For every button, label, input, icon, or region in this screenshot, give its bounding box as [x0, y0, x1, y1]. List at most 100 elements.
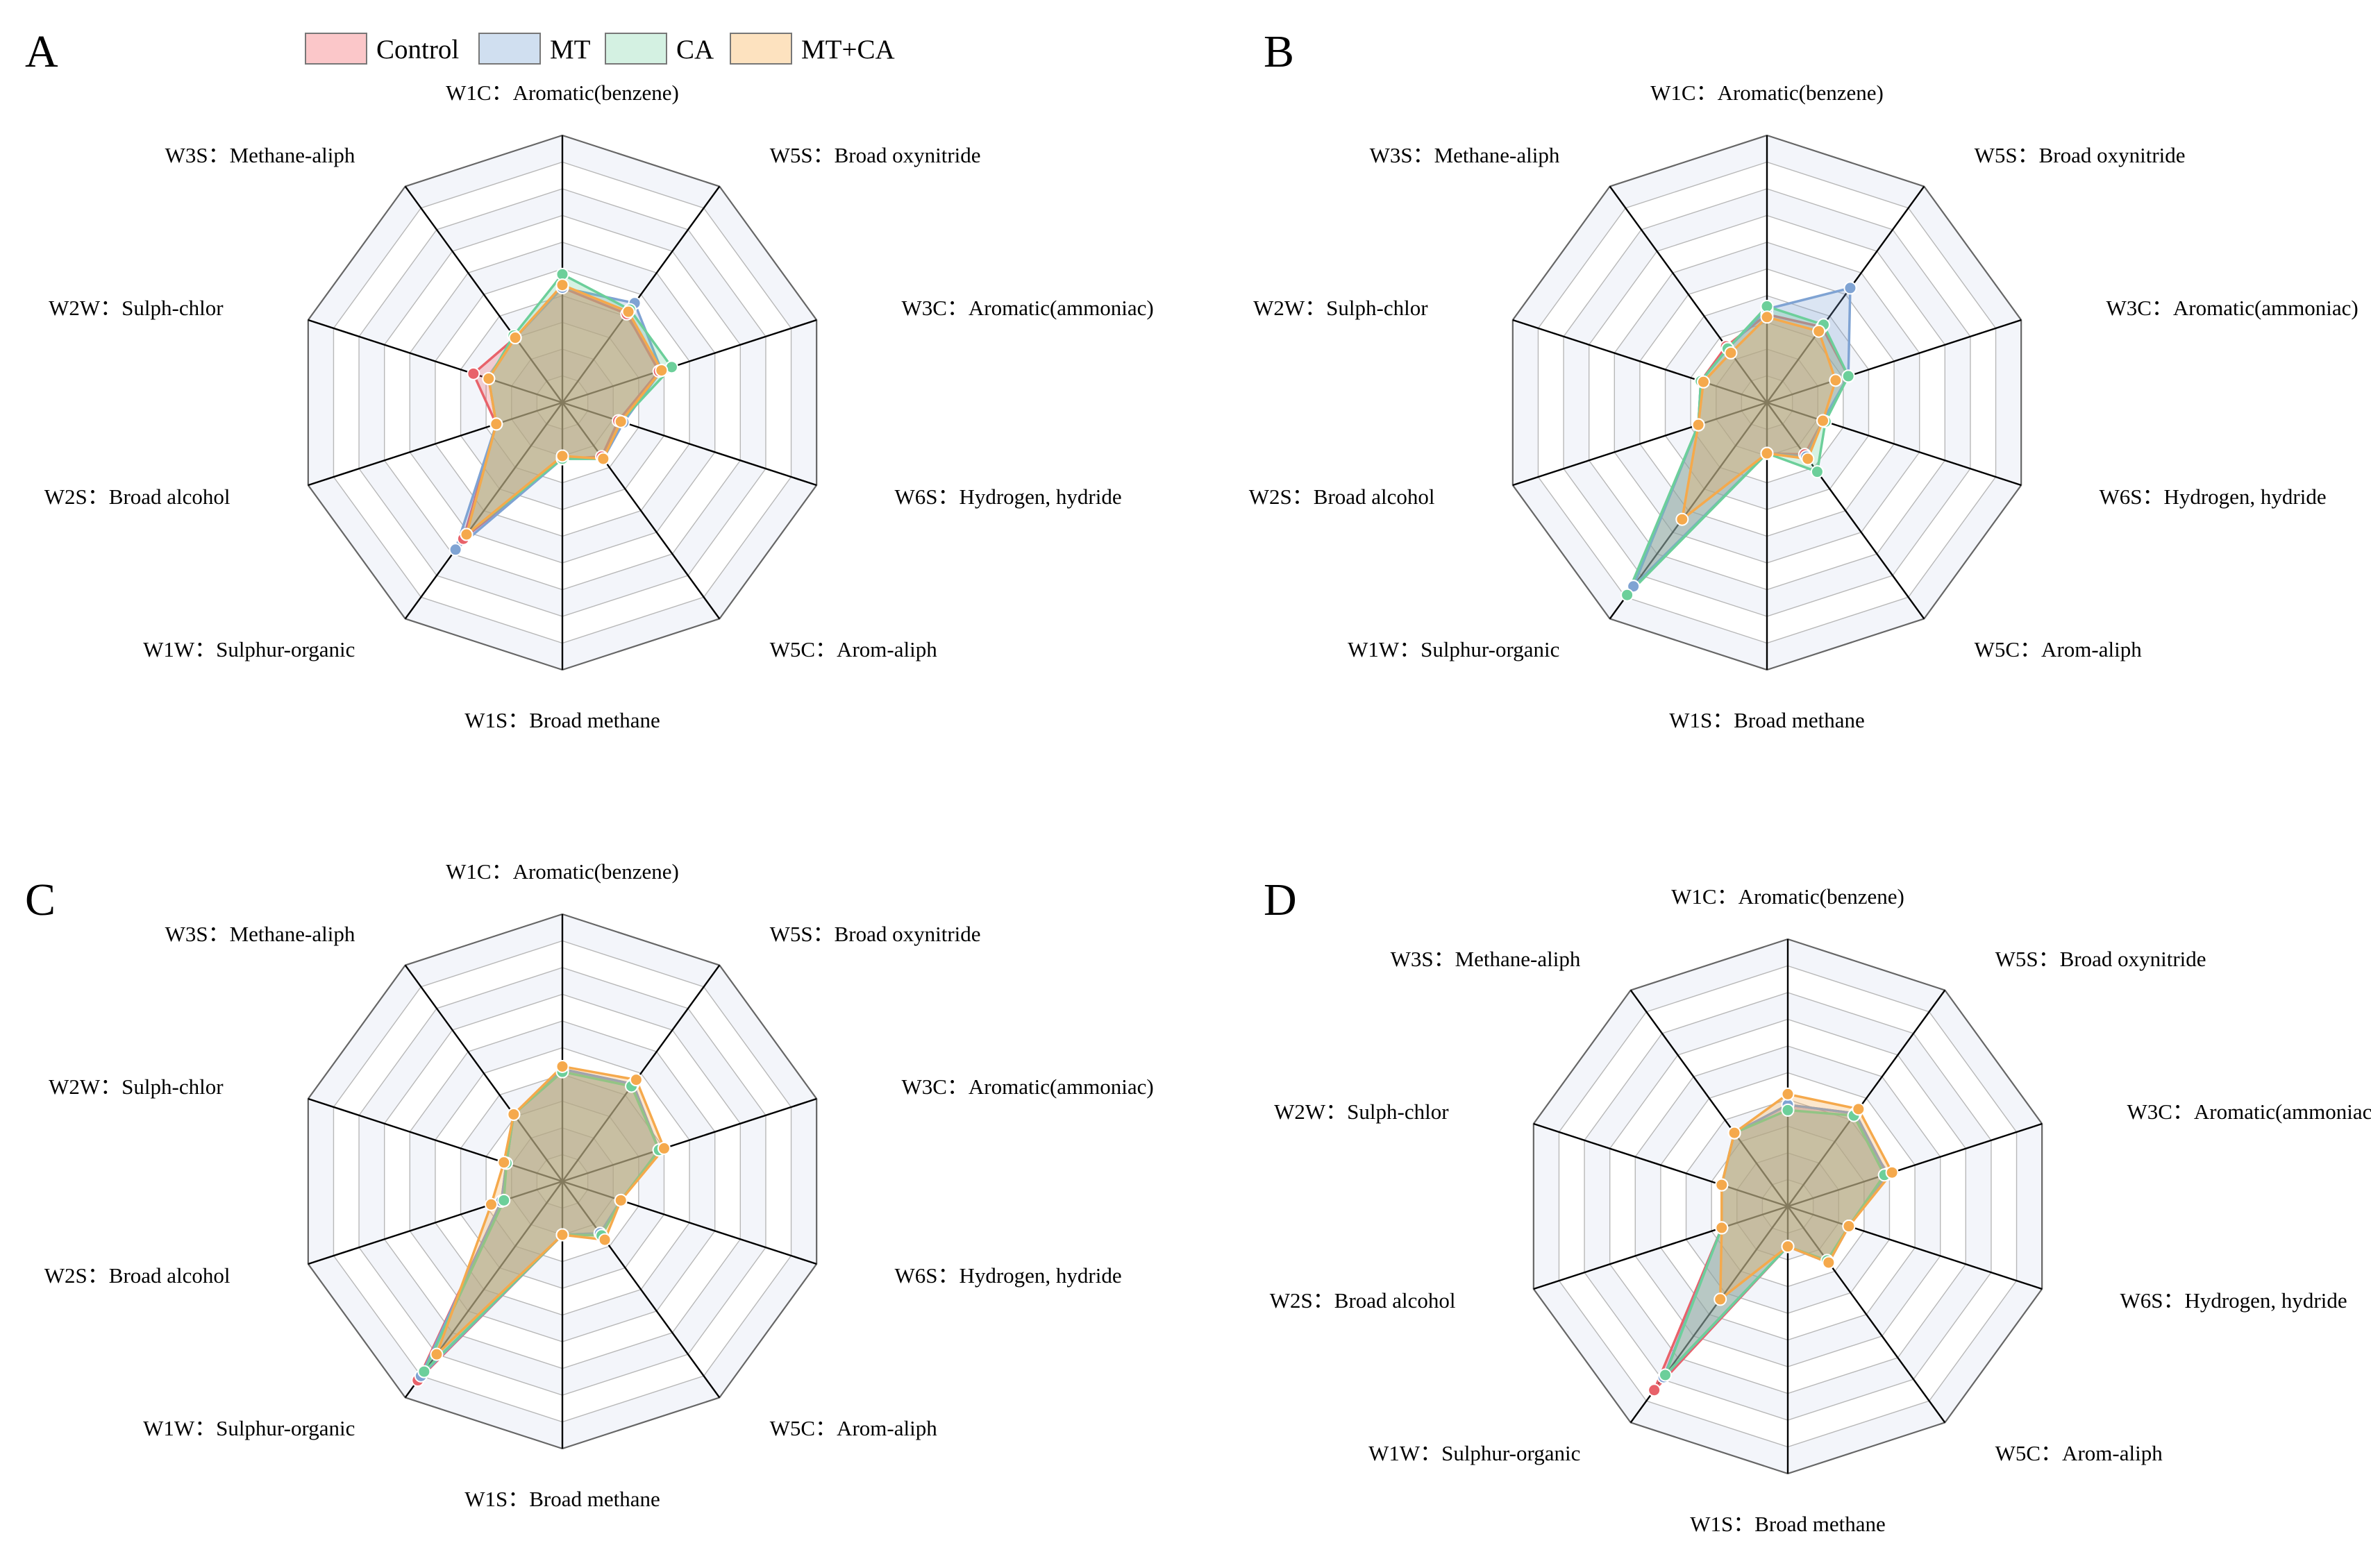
series-point: [1648, 1383, 1661, 1397]
axis-spoke: [562, 185, 721, 403]
series-point: [1885, 1165, 1899, 1179]
axis-spoke: [1766, 319, 2022, 404]
series-point: [484, 1197, 498, 1211]
series-point: [629, 1073, 643, 1087]
axis-label: W3C：Aromatic(ammoniac): [901, 1074, 1153, 1099]
series-point: [1812, 324, 1826, 338]
axis-label: W5C：Arom-aliph: [770, 1416, 938, 1440]
axis-label: W5S：Broad oxynitride: [1995, 947, 2206, 971]
axis-label: W1C：Aromatic(benzene): [446, 81, 679, 105]
panel-letter-b: B: [1264, 26, 1294, 77]
axis-label: W3S：Methane-aliph: [1370, 143, 1560, 167]
axis-label: W3S：Methane-aliph: [165, 922, 355, 946]
series-point: [555, 449, 569, 463]
series-point: [1727, 1126, 1741, 1140]
axis-label: W2W：Sulph-chlor: [1253, 296, 1428, 320]
axis-spoke: [562, 402, 721, 620]
axis-label: W5S：Broad oxynitride: [770, 922, 981, 946]
axis-spoke: [562, 1181, 721, 1399]
axis-label: W3S：Methane-aliph: [1391, 947, 1581, 971]
axis-spoke: [562, 1180, 817, 1265]
axis-label: W1C：Aromatic(benzene): [446, 859, 679, 884]
series-point: [1852, 1102, 1866, 1116]
series-point: [1829, 373, 1843, 387]
axis-spoke: [1766, 402, 1925, 620]
axis-label: W3C：Aromatic(ammoniac): [2127, 1099, 2371, 1124]
series-point: [508, 331, 522, 345]
radar-panel-c: W1C：Aromatic(benzene) W5S：Broad oxynitrid…: [44, 859, 1154, 1511]
series-point: [596, 452, 610, 466]
series-point: [489, 417, 503, 431]
series-point: [1724, 346, 1738, 360]
axis-label: W5S：Broad oxynitride: [1975, 143, 2186, 167]
series-point: [497, 1156, 511, 1170]
axis-label: W3C：Aromatic(ammoniac): [901, 296, 1153, 320]
axis-label: W2S：Broad alcohol: [1270, 1288, 1456, 1313]
series-point: [1714, 1292, 1727, 1306]
series-point: [1816, 414, 1830, 428]
series-point: [460, 528, 474, 541]
series-point: [555, 1228, 569, 1242]
axis-label: W1W：Sulphur-organic: [143, 1416, 355, 1440]
axis-spoke: [404, 964, 563, 1182]
series-point: [507, 1107, 521, 1121]
series-point: [1715, 1178, 1729, 1192]
radar-panel-d: W1C：Aromatic(benzene) W5S：Broad oxynitrid…: [1270, 884, 2371, 1536]
legend-swatch-control: [305, 33, 367, 65]
series-point: [555, 1059, 569, 1073]
axis-label: W3C：Aromatic(ammoniac): [2106, 296, 2358, 320]
legend-label-mt: MT: [550, 35, 591, 65]
series-point: [1760, 310, 1774, 324]
legend-label-control: Control: [376, 35, 459, 65]
axis-label: W5S：Broad oxynitride: [770, 143, 981, 167]
axis-spoke: [308, 401, 563, 487]
axis-spoke: [1787, 1122, 2043, 1208]
panel-letter-d: D: [1264, 875, 1297, 925]
legend-label-ca: CA: [676, 35, 714, 65]
axis-label: W1S：Broad methane: [464, 1487, 660, 1511]
series-point: [1781, 1103, 1795, 1117]
series-point: [417, 1365, 431, 1379]
axis-spoke: [404, 1181, 563, 1399]
series-point: [449, 543, 462, 557]
axis-label: W2S：Broad alcohol: [44, 484, 231, 509]
series-point: [1627, 580, 1641, 593]
axis-spoke: [562, 964, 721, 1182]
series-point: [657, 1141, 671, 1155]
series-point: [1801, 452, 1815, 466]
series-point: [1658, 1368, 1672, 1382]
axis-label: W6S：Hydrogen, hydride: [894, 484, 1121, 509]
axis-label: W1W：Sulphur-organic: [1348, 637, 1559, 661]
series-point: [1822, 1256, 1836, 1270]
axis-spoke: [1766, 185, 1925, 403]
axis-spoke: [1787, 1206, 1946, 1424]
axis-spoke: [1533, 1205, 1788, 1290]
axis-spoke: [308, 319, 563, 404]
series-point: [1781, 1240, 1795, 1254]
axis-label: W1C：Aromatic(benzene): [1671, 884, 1904, 909]
series-point: [497, 1193, 511, 1207]
series-point: [1691, 418, 1705, 432]
series-point: [1781, 1087, 1795, 1101]
series-point: [1715, 1221, 1729, 1235]
axis-spoke: [1787, 989, 1946, 1207]
axis-label: W5C：Arom-aliph: [1975, 637, 2143, 661]
series-point: [655, 364, 669, 378]
axis-label: W5C：Arom-aliph: [770, 637, 938, 661]
axis-label: W1S：Broad methane: [464, 708, 660, 732]
radar-panel-a: W1C：Aromatic(benzene) W5S：Broad oxynitrid…: [44, 81, 1154, 732]
series-point: [1841, 369, 1855, 383]
series-point: [1842, 1220, 1856, 1233]
series-point: [1810, 465, 1824, 479]
axis-label: W1W：Sulphur-organic: [143, 637, 355, 661]
axis-spoke: [404, 402, 563, 620]
series-point: [555, 278, 569, 292]
axis-spoke: [562, 319, 817, 404]
legend-swatch-ca: [605, 33, 667, 65]
legend-swatch-mt: [478, 33, 541, 65]
axis-spoke: [308, 1097, 563, 1183]
axis-spoke: [1787, 1205, 2043, 1290]
radar-panel-b: W1C：Aromatic(benzene) W5S：Broad oxynitrid…: [1249, 81, 2359, 732]
axis-label: W6S：Hydrogen, hydride: [2120, 1288, 2347, 1313]
